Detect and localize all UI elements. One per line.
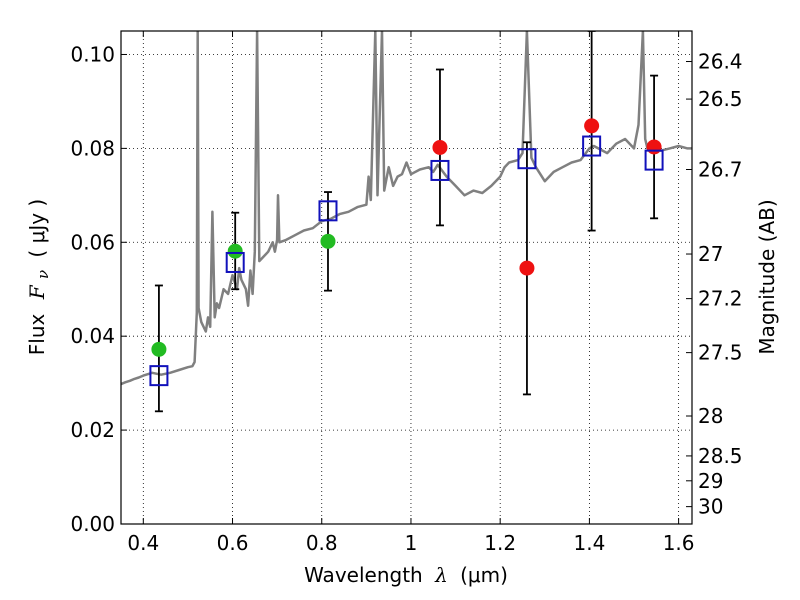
y-axis-label-text: Flux <box>25 313 49 355</box>
magnitude-tick-label: 28.5 <box>698 444 743 468</box>
y-tick-label: 0.10 <box>70 42 115 66</box>
y-axis-unit: ( μJy ) <box>25 199 49 258</box>
magnitude-tick-label: 26.5 <box>698 87 743 111</box>
x-tick-label: 0.4 <box>127 531 159 555</box>
x-axis-unit: (μm) <box>460 563 508 587</box>
y-tick-label: 0.04 <box>70 324 115 348</box>
model-square <box>318 200 338 222</box>
data-markers <box>149 31 664 413</box>
data-point <box>151 341 167 357</box>
model-spectrum <box>121 31 692 386</box>
axis-ticks: 0.4 0.6 0.8 1 1.2 1.4 1.6 0.00 0.02 0.04 0.06 0.08 0… <box>70 31 743 555</box>
x-axis-label-text: Wavelength <box>304 563 423 587</box>
magnitude-tick-label: 29 <box>698 469 723 493</box>
y-tick-label: 0.02 <box>70 418 115 442</box>
model-square <box>225 251 245 273</box>
magnitude-tick-label: 28 <box>698 404 723 428</box>
spectrum-line <box>121 31 692 386</box>
x-tick-label: 1.2 <box>484 531 516 555</box>
plot-frame <box>120 30 693 525</box>
x-axis-symbol: λ <box>434 563 448 587</box>
x-tick-label: 1.6 <box>663 531 695 555</box>
magnitude-tick-label: 27.2 <box>698 287 743 311</box>
magnitude-tick-label: 26.7 <box>698 158 743 182</box>
x-tick-label: 1 <box>405 531 418 555</box>
data-point <box>519 260 535 276</box>
x-tick-label: 0.6 <box>217 531 249 555</box>
magnitude-tick-label: 26.4 <box>698 50 743 74</box>
model-square <box>582 135 602 157</box>
x-tick-label: 1.4 <box>573 531 605 555</box>
y-tick-label: 0.08 <box>70 136 115 160</box>
magnitude-tick-label: 27 <box>698 242 723 266</box>
model-square <box>644 149 664 171</box>
model-square <box>517 148 537 170</box>
magnitude-tick-label: 27.5 <box>698 341 743 365</box>
y-tick-label: 0.00 <box>70 512 115 536</box>
magnitude-tick-label: 30 <box>698 495 723 519</box>
y-axis-symbol: F <box>25 284 49 300</box>
y-axis-label: Flux F ν ( μJy ) <box>25 199 53 355</box>
data-point <box>227 243 243 259</box>
x-axis-label: Wavelength λ (μm) <box>304 563 508 587</box>
y-axis-subscript: ν <box>34 270 52 279</box>
model-square <box>430 159 450 181</box>
x-tick-label: 0.8 <box>306 531 338 555</box>
data-point <box>320 233 336 249</box>
data-point <box>432 139 448 155</box>
data-point <box>584 118 600 134</box>
model-square <box>149 365 169 387</box>
grid-lines <box>121 31 692 525</box>
data-point <box>646 139 662 155</box>
magnitude-axis-label: Magnitude (AB) <box>755 199 779 354</box>
y-tick-label: 0.06 <box>70 230 115 254</box>
